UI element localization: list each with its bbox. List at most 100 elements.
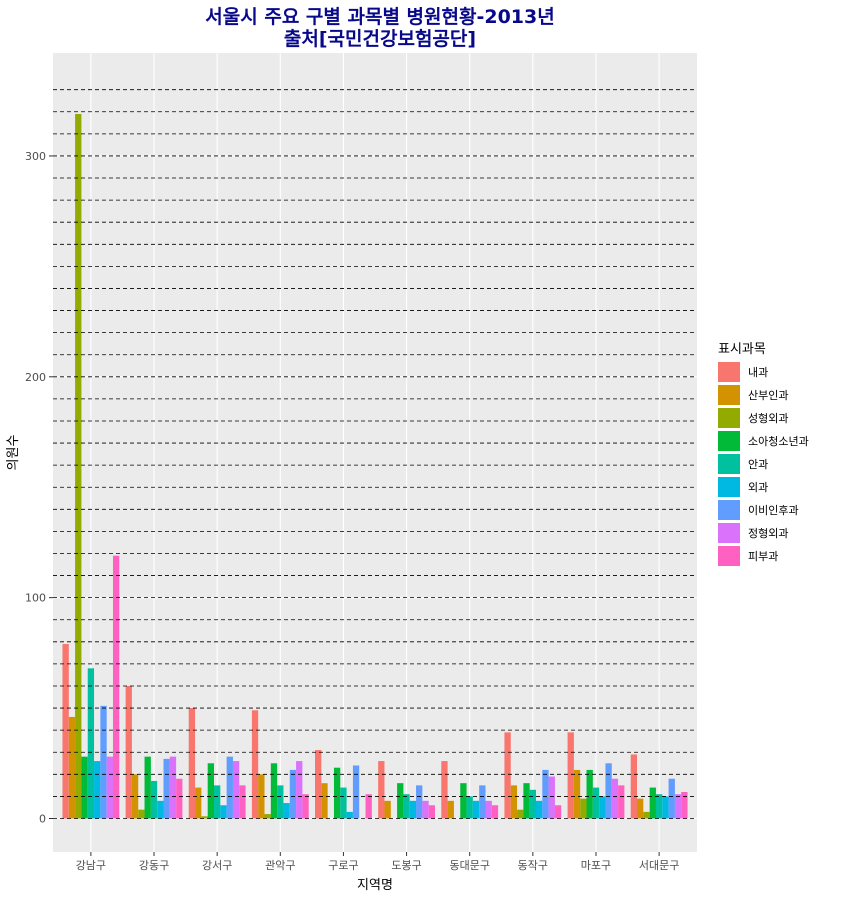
bar bbox=[106, 756, 113, 819]
bar bbox=[567, 732, 574, 819]
y-tick-label: 100 bbox=[25, 592, 46, 605]
bar bbox=[138, 809, 145, 819]
bar bbox=[321, 783, 328, 819]
bar bbox=[232, 761, 240, 819]
bar bbox=[409, 800, 417, 819]
bar bbox=[277, 785, 284, 819]
bar bbox=[643, 811, 650, 819]
bar bbox=[510, 785, 518, 819]
x-tick-label: 관악구 bbox=[265, 859, 295, 872]
bar bbox=[649, 787, 656, 819]
legend-label: 성형외과 bbox=[748, 412, 788, 425]
bar bbox=[289, 769, 297, 819]
x-tick-label: 마포구 bbox=[581, 859, 611, 872]
bar bbox=[333, 767, 341, 819]
bar bbox=[611, 778, 619, 819]
bar bbox=[131, 774, 139, 819]
bar bbox=[447, 800, 454, 819]
bar bbox=[81, 756, 88, 819]
bar bbox=[592, 787, 600, 819]
bar bbox=[346, 811, 353, 819]
legend-label: 안과 bbox=[748, 458, 768, 471]
legend-swatch bbox=[718, 546, 740, 566]
bar bbox=[201, 816, 208, 819]
bar bbox=[125, 685, 132, 819]
y-tick-label: 0 bbox=[39, 813, 46, 826]
plot-panel bbox=[53, 53, 697, 852]
bar bbox=[655, 794, 663, 819]
bar bbox=[428, 805, 435, 819]
bar bbox=[422, 800, 429, 819]
y-tick-label: 300 bbox=[25, 150, 46, 163]
x-tick-label: 강남구 bbox=[76, 859, 106, 872]
bar bbox=[214, 785, 221, 819]
bar bbox=[630, 754, 638, 819]
legend-swatch bbox=[718, 362, 740, 382]
bar bbox=[176, 778, 183, 819]
bar bbox=[618, 785, 625, 819]
bar bbox=[270, 763, 278, 819]
bar bbox=[207, 763, 214, 819]
x-tick-label: 강서구 bbox=[202, 859, 232, 872]
x-tick-label: 동대문구 bbox=[449, 859, 489, 872]
legend-swatch bbox=[718, 408, 740, 428]
bar bbox=[472, 800, 480, 819]
bar bbox=[112, 555, 120, 819]
bar bbox=[573, 769, 581, 819]
bar bbox=[536, 800, 543, 819]
bar bbox=[637, 798, 644, 819]
legend-swatch bbox=[718, 385, 740, 405]
bar bbox=[554, 805, 562, 819]
legend-swatch bbox=[718, 500, 740, 520]
legend-label: 내과 bbox=[748, 366, 768, 379]
chart-title: 서울시 주요 구별 과목별 병원현황-2013년 bbox=[205, 6, 555, 28]
bar bbox=[258, 774, 265, 819]
legend-label: 소아청소년과 bbox=[748, 435, 809, 448]
x-axis-title: 지역명 bbox=[357, 878, 393, 893]
bar bbox=[169, 756, 177, 819]
bar bbox=[239, 785, 246, 819]
bar bbox=[365, 794, 372, 819]
legend-label: 정형외과 bbox=[748, 527, 788, 540]
bar bbox=[674, 794, 682, 819]
bar bbox=[580, 798, 587, 819]
bar bbox=[296, 761, 303, 819]
y-axis: 0 100 200 300 bbox=[25, 150, 53, 826]
x-tick-label: 구로구 bbox=[328, 859, 358, 872]
legend-label: 이비인후과 bbox=[748, 504, 799, 517]
bars bbox=[53, 89, 697, 819]
bar bbox=[264, 814, 271, 819]
bar bbox=[466, 796, 473, 819]
bar bbox=[517, 809, 524, 819]
bar bbox=[157, 800, 164, 819]
legend-label: 피부과 bbox=[748, 550, 778, 563]
bar bbox=[340, 787, 347, 819]
bar bbox=[668, 778, 675, 819]
bar bbox=[479, 785, 486, 819]
bar bbox=[302, 794, 309, 819]
bar bbox=[485, 800, 492, 819]
bar bbox=[251, 710, 259, 819]
bar bbox=[220, 805, 227, 819]
bar bbox=[188, 708, 196, 819]
bar bbox=[384, 800, 391, 819]
bar bbox=[87, 668, 95, 819]
bar bbox=[62, 644, 69, 819]
bar bbox=[94, 761, 101, 819]
bar bbox=[605, 763, 612, 819]
bar bbox=[529, 789, 536, 819]
bar bbox=[460, 783, 467, 819]
bar bbox=[403, 794, 410, 819]
bar bbox=[586, 769, 593, 819]
bar bbox=[662, 796, 669, 819]
bar bbox=[315, 750, 322, 819]
y-tick-label: 200 bbox=[25, 371, 46, 384]
legend-title: 표시과목 bbox=[718, 342, 766, 357]
bar bbox=[163, 758, 170, 819]
bar bbox=[226, 756, 233, 819]
chart-title-block: 서울시 주요 구별 과목별 병원현황-2013년 출처[국민건강보험공단] bbox=[0, 6, 760, 50]
bar bbox=[150, 780, 158, 819]
legend-swatch bbox=[718, 523, 740, 543]
bar bbox=[491, 805, 499, 819]
